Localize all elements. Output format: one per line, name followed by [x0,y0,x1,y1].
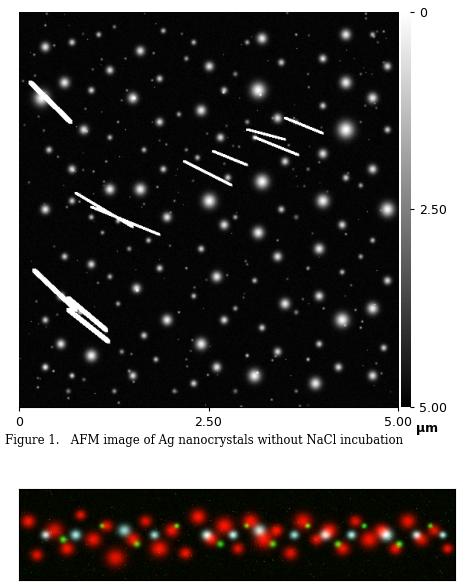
Text: Figure 1.   AFM image of Ag nanocrystals without NaCl incubation: Figure 1. AFM image of Ag nanocrystals w… [5,434,403,447]
Text: μm: μm [416,422,438,435]
